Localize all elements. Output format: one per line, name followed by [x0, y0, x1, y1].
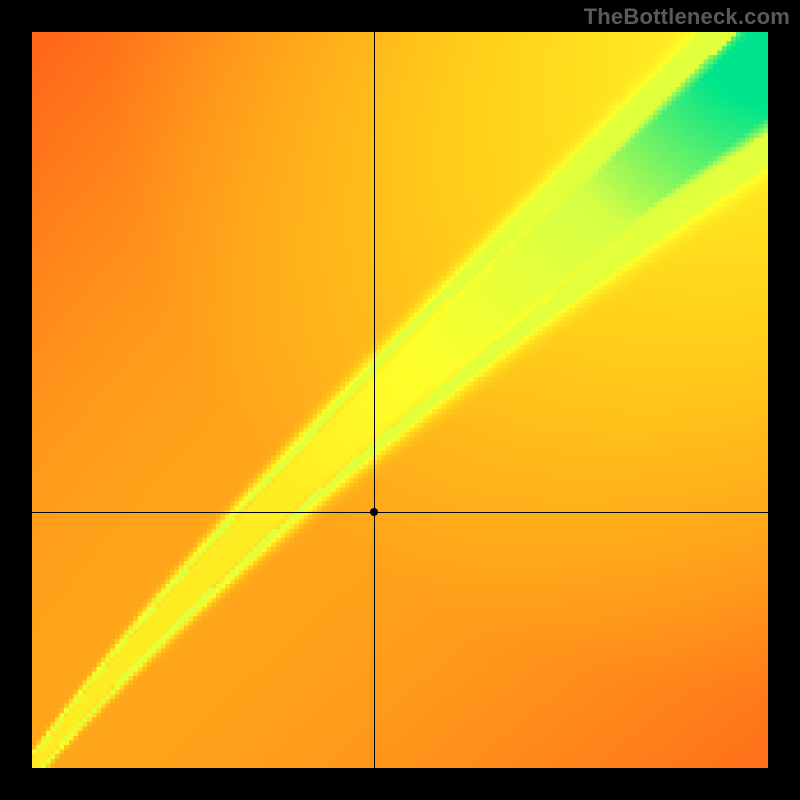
heatmap-canvas: [32, 32, 768, 768]
root: TheBottleneck.com: [0, 0, 800, 800]
watermark-text: TheBottleneck.com: [584, 4, 790, 30]
heatmap-plot: [32, 32, 768, 768]
